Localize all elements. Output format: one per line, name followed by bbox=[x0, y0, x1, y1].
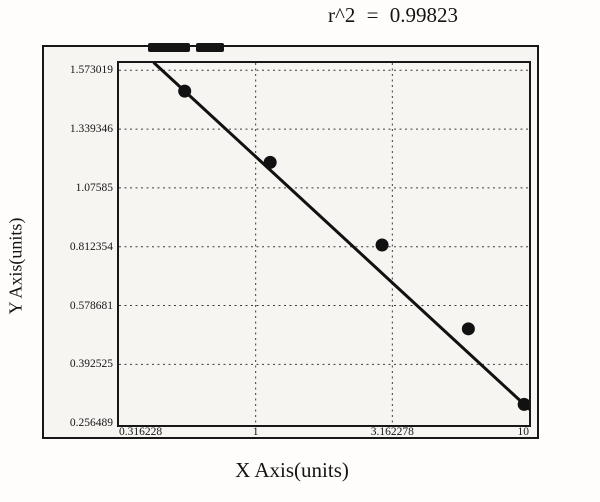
scan-artifact bbox=[196, 43, 224, 52]
data-point bbox=[263, 155, 277, 169]
y-axis-label: Y Axis(units) bbox=[5, 217, 26, 315]
x-axis-label: X Axis(units) bbox=[235, 458, 349, 482]
y-tick-label: 1.339346 bbox=[69, 123, 113, 136]
x-tick-label: 3.162278 bbox=[370, 426, 414, 438]
plot-svg bbox=[119, 63, 529, 425]
chart-title: r^2 = 0.99823 bbox=[328, 3, 458, 27]
plot-area bbox=[117, 61, 531, 427]
x-tick-label: 0.316228 bbox=[119, 426, 163, 438]
data-point bbox=[517, 397, 529, 411]
x-tick-label: 10 bbox=[517, 426, 530, 438]
data-point bbox=[375, 238, 389, 252]
data-point bbox=[178, 84, 192, 98]
y-tick-label: 1.07585 bbox=[75, 181, 113, 194]
y-tick-label: 0.392525 bbox=[69, 358, 113, 371]
y-tick-label: 0.256489 bbox=[69, 417, 113, 430]
y-tick-label: 0.812354 bbox=[69, 240, 113, 253]
y-tick-label: 0.578681 bbox=[69, 299, 113, 312]
scan-artifact bbox=[148, 43, 190, 52]
x-tick-label: 1 bbox=[252, 426, 259, 438]
y-tick-label: 1.573019 bbox=[69, 64, 113, 77]
data-point bbox=[461, 322, 475, 336]
fit-line bbox=[152, 63, 529, 411]
chart-frame: 1.573019 1.339346 1.07585 0.812354 0.578681 0… bbox=[42, 43, 539, 439]
